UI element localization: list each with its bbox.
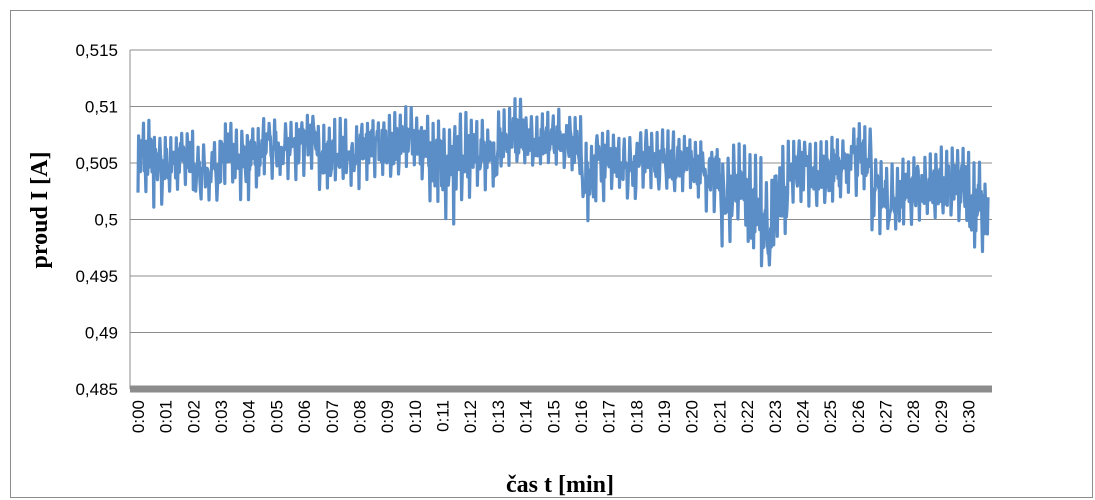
series-line [136, 97, 990, 268]
x-tick-label: 0:29 [932, 400, 951, 433]
x-tick-label: 0:09 [378, 400, 397, 433]
gridlines [129, 49, 992, 393]
plot-area [136, 97, 990, 268]
x-axis-ticks: 0:00 0:01 0:02 0:03 0:04 0:05 0:06 0:07 0:08 0:09… [129, 400, 979, 433]
x-tick-label: 0:01 [157, 400, 176, 433]
chart-frame [10, 10, 1093, 498]
x-tick-label: 0:19 [655, 400, 674, 433]
y-tick-label: 0,5 [94, 211, 118, 230]
x-tick-label: 0:06 [295, 400, 314, 433]
x-tick-label: 0:23 [766, 400, 785, 433]
x-tick-label: 0:03 [212, 400, 231, 433]
x-tick-label: 0:16 [572, 400, 591, 433]
x-tick-label: 0:02 [184, 400, 203, 433]
x-tick-label: 0:17 [600, 400, 619, 433]
x-tick-label: 0:10 [406, 400, 425, 433]
x-tick-label: 0:00 [129, 400, 148, 433]
x-tick-label: 0:22 [738, 400, 757, 433]
x-tick-label: 0:20 [683, 400, 702, 433]
x-tick-label: 0:12 [461, 400, 480, 433]
x-tick-label: 0:25 [821, 400, 840, 433]
x-tick-label: 0:28 [904, 400, 923, 433]
x-tick-label: 0:21 [710, 400, 729, 433]
x-tick-label: 0:18 [627, 400, 646, 433]
y-axis-title: proud I [A] [27, 152, 53, 269]
y-tick-label: 0,51 [85, 98, 118, 117]
x-tick-label: 0:07 [323, 400, 342, 433]
y-tick-label: 0,495 [75, 267, 118, 286]
x-tick-label: 0:11 [434, 400, 453, 432]
y-tick-label: 0,49 [85, 324, 118, 343]
x-tick-label: 0:04 [240, 400, 259, 433]
x-tick-label: 0:27 [877, 400, 896, 433]
x-tick-label: 0:30 [960, 400, 979, 433]
y-tick-label: 0,485 [75, 380, 118, 399]
x-axis-title: čas t [min] [506, 472, 614, 498]
y-axis-ticks: 0,485 0,49 0,495 0,5 0,505 0,51 0,515 [75, 41, 118, 399]
x-tick-label: 0:24 [793, 400, 812, 433]
x-tick-label: 0:14 [517, 400, 536, 433]
y-tick-label: 0,515 [75, 41, 118, 60]
x-tick-label: 0:13 [489, 400, 508, 433]
x-tick-label: 0:08 [350, 400, 369, 433]
x-tick-label: 0:05 [267, 400, 286, 433]
x-tick-label: 0:26 [849, 400, 868, 433]
y-tick-label: 0,505 [75, 154, 118, 173]
x-tick-label: 0:15 [544, 400, 563, 433]
